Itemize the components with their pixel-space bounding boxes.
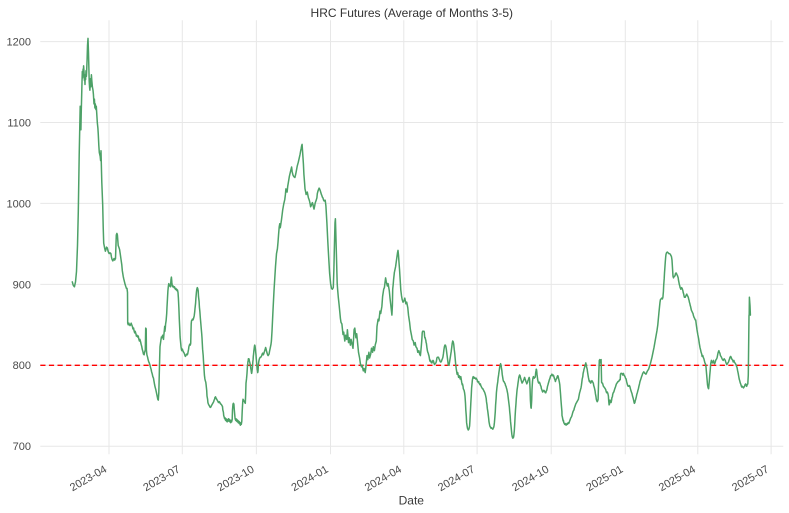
svg-text:HRC Futures (Average of Months: HRC Futures (Average of Months 3-5) bbox=[311, 6, 514, 20]
svg-text:1200: 1200 bbox=[7, 37, 31, 49]
svg-text:900: 900 bbox=[13, 279, 31, 291]
svg-text:1100: 1100 bbox=[7, 117, 31, 129]
svg-text:700: 700 bbox=[13, 441, 31, 453]
svg-text:800: 800 bbox=[13, 360, 31, 372]
svg-text:1000: 1000 bbox=[7, 198, 31, 210]
svg-text:Date: Date bbox=[399, 494, 425, 508]
